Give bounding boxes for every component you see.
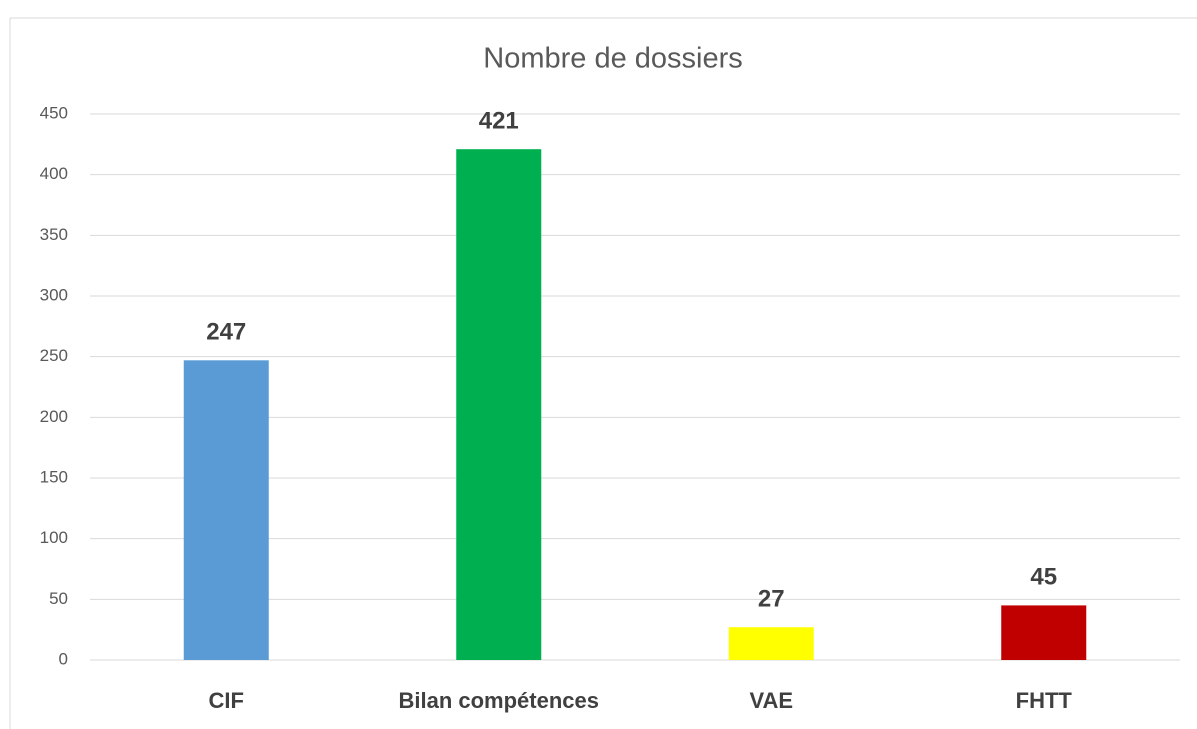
y-tick-label: 250 (40, 346, 68, 365)
bar (728, 627, 814, 660)
value-label: 45 (1030, 564, 1057, 591)
y-tick-label: 0 (59, 649, 68, 668)
value-label: 421 (479, 108, 519, 135)
y-tick-label: 400 (40, 164, 68, 183)
value-label: 27 (758, 586, 785, 613)
chart-title: Nombre de dossiers (483, 43, 743, 75)
y-tick-label: 450 (40, 103, 68, 122)
y-tick-label: 100 (40, 528, 68, 547)
x-tick-label: VAE (749, 688, 793, 713)
value-label: 247 (206, 319, 246, 346)
bar (1001, 605, 1087, 660)
y-tick-label: 300 (40, 285, 68, 304)
y-tick-label: 50 (49, 589, 68, 608)
y-tick-label: 350 (40, 225, 68, 244)
y-tick-label: 200 (40, 407, 68, 426)
y-tick-label: 150 (40, 467, 68, 486)
x-tick-label: FHTT (1016, 688, 1073, 713)
bar (456, 149, 542, 661)
x-tick-label: CIF (209, 688, 244, 713)
x-tick-label: Bilan compétences (398, 688, 599, 713)
bar (183, 360, 269, 660)
